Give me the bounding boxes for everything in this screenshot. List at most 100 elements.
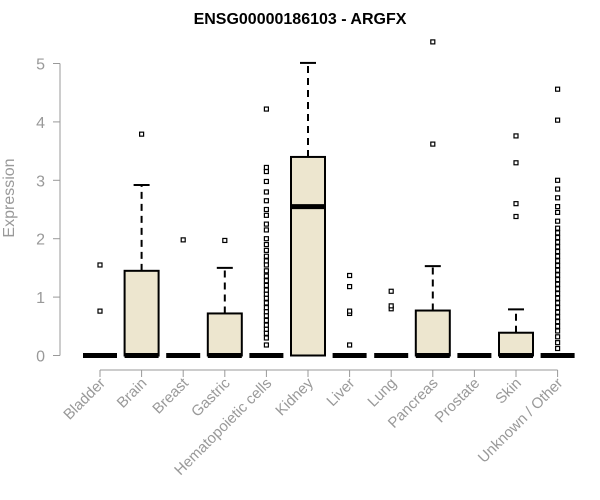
box-liver [332, 272, 367, 358]
x-tick-label: Lung [364, 375, 400, 411]
outlier-point [513, 160, 519, 166]
outlier-point [513, 213, 519, 220]
x-tick-label: Brain [114, 375, 151, 412]
outlier-point [263, 247, 269, 253]
outlier-point [554, 248, 561, 255]
box-breast [166, 237, 201, 358]
outlier-point [347, 283, 353, 290]
box-bladder [83, 262, 117, 358]
outlier-point [554, 276, 561, 283]
outlier-point [554, 295, 561, 301]
outlier-point [263, 189, 269, 195]
outlier-point [263, 198, 269, 204]
iqr-box [123, 269, 160, 357]
iqr-box [206, 312, 243, 357]
box-skin [498, 133, 534, 358]
y-tick-label: 2 [36, 232, 45, 249]
outlier-point [263, 236, 269, 242]
outlier-point [554, 209, 561, 216]
outlier-point [97, 308, 103, 314]
outlier-point [263, 282, 269, 289]
y-tick-label: 0 [36, 349, 45, 366]
outlier-point [554, 272, 561, 278]
outlier-point [430, 141, 436, 147]
outlier-point [388, 288, 394, 294]
outlier-point [263, 164, 269, 171]
outlier-point [347, 308, 353, 314]
outlier-point [554, 286, 561, 292]
y-tick-label: 1 [36, 290, 45, 307]
outlier-point [263, 221, 269, 227]
outlier-point [263, 212, 269, 218]
outlier-point [554, 195, 561, 201]
outlier-point [263, 300, 269, 306]
x-tick-label: Liver [323, 375, 358, 410]
x-tick-label: Breast [149, 374, 192, 417]
outlier-point [139, 131, 145, 137]
outlier-point [554, 345, 561, 352]
outlier-point [263, 253, 269, 259]
outlier-point [554, 244, 561, 250]
outlier-point [263, 326, 269, 332]
outlier-point [554, 218, 561, 224]
outlier-point [513, 133, 519, 139]
outlier-point [554, 86, 561, 92]
outlier-point [263, 206, 269, 213]
outlier-point [554, 305, 561, 311]
outlier-point [554, 186, 561, 192]
x-tick-label: Bladder [60, 375, 109, 424]
outlier-point [554, 319, 561, 325]
outlier-point [554, 340, 561, 346]
iqr-box [498, 331, 534, 357]
outlier-point [222, 237, 228, 244]
outlier-point [554, 239, 561, 245]
outlier-point [554, 225, 561, 231]
x-tick-label: Skin [492, 375, 525, 408]
box-gastric [206, 237, 243, 358]
y-axis-title: Expression [1, 158, 18, 237]
iqr-box [290, 155, 326, 357]
outlier-point [263, 317, 269, 324]
outlier-point [180, 237, 186, 243]
y-tick-label: 4 [36, 115, 45, 132]
outlier-point [263, 330, 269, 336]
outlier-point [263, 291, 269, 297]
outlier-point [388, 303, 394, 309]
x-tick-label: Prostate [432, 375, 484, 427]
x-tick-label: Kidney [272, 374, 317, 419]
outlier-point [263, 295, 269, 301]
y-tick-label: 3 [36, 173, 45, 190]
outlier-point [263, 262, 269, 268]
outlier-point [554, 328, 561, 334]
outlier-point [263, 258, 269, 264]
outlier-point [263, 342, 269, 348]
outlier-point [263, 168, 269, 175]
box-lung [374, 288, 409, 358]
outlier-point [263, 287, 269, 293]
outlier-point [347, 342, 353, 348]
box-unknown-other [540, 86, 575, 358]
chart-title: ENSG00000186103 - ARGFX [194, 11, 407, 28]
outlier-point [554, 309, 561, 315]
outlier-point [263, 268, 269, 274]
outlier-point [263, 273, 269, 279]
outlier-point [263, 227, 269, 233]
outlier-point [554, 323, 561, 329]
outlier-point [263, 322, 269, 328]
outlier-point [554, 253, 561, 259]
outlier-point [263, 309, 269, 315]
y-axis: 0 1 2 3 4 5 [36, 57, 61, 366]
box-brain [123, 131, 160, 358]
outlier-point [513, 201, 519, 207]
y-tick-label: 5 [36, 57, 45, 74]
outlier-point [554, 334, 561, 340]
outlier-point [263, 305, 269, 311]
outlier-point [554, 262, 561, 269]
outlier-point [263, 241, 269, 248]
outlier-point [554, 203, 561, 210]
outlier-point [263, 313, 269, 319]
outlier-point [430, 39, 436, 45]
outlier-point [554, 117, 561, 123]
outlier-point [554, 234, 561, 241]
